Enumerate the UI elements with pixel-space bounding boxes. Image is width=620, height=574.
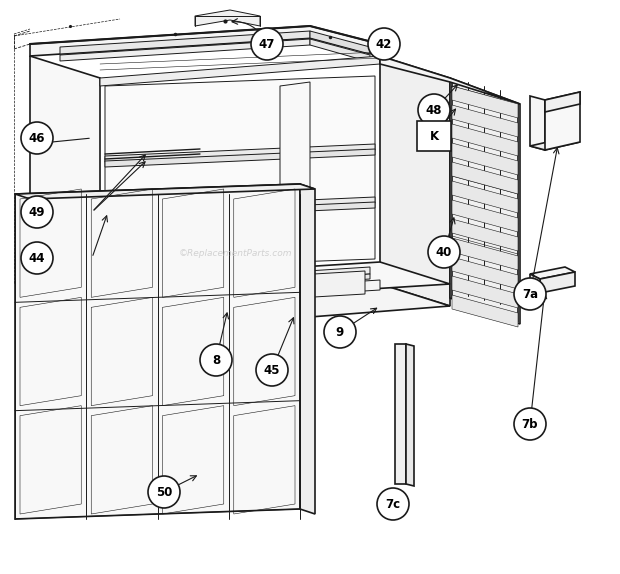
Polygon shape xyxy=(452,200,518,232)
Polygon shape xyxy=(530,138,580,150)
Text: 42: 42 xyxy=(376,37,392,51)
Text: 47: 47 xyxy=(259,37,275,51)
Polygon shape xyxy=(452,124,518,156)
Circle shape xyxy=(324,316,356,348)
Polygon shape xyxy=(452,181,518,213)
Text: 46: 46 xyxy=(29,131,45,145)
Polygon shape xyxy=(530,96,545,150)
Text: 7c: 7c xyxy=(386,498,401,510)
Text: 48: 48 xyxy=(426,103,442,117)
Polygon shape xyxy=(100,284,450,328)
Polygon shape xyxy=(452,295,518,327)
Polygon shape xyxy=(452,143,518,175)
Polygon shape xyxy=(105,197,375,215)
Polygon shape xyxy=(300,184,315,514)
Circle shape xyxy=(377,488,409,520)
Polygon shape xyxy=(452,276,518,308)
Circle shape xyxy=(256,354,288,386)
Polygon shape xyxy=(530,267,575,279)
FancyBboxPatch shape xyxy=(417,121,451,150)
Polygon shape xyxy=(105,76,375,269)
Polygon shape xyxy=(450,78,520,324)
Polygon shape xyxy=(15,184,315,199)
Polygon shape xyxy=(60,31,310,54)
Polygon shape xyxy=(40,267,370,295)
Text: 40: 40 xyxy=(436,246,452,258)
Circle shape xyxy=(21,122,53,154)
Polygon shape xyxy=(30,284,100,324)
Circle shape xyxy=(148,476,180,508)
Polygon shape xyxy=(60,39,310,61)
Circle shape xyxy=(200,344,232,376)
Text: 49: 49 xyxy=(29,205,45,219)
Polygon shape xyxy=(105,144,375,162)
Polygon shape xyxy=(452,238,518,270)
Circle shape xyxy=(368,28,400,60)
Polygon shape xyxy=(195,271,365,304)
Circle shape xyxy=(418,94,450,126)
Polygon shape xyxy=(30,262,450,306)
Polygon shape xyxy=(310,39,370,62)
Circle shape xyxy=(21,242,53,274)
Polygon shape xyxy=(310,31,370,54)
Polygon shape xyxy=(452,219,518,251)
Polygon shape xyxy=(280,82,310,306)
Polygon shape xyxy=(195,10,260,26)
Polygon shape xyxy=(105,202,375,220)
Polygon shape xyxy=(380,56,450,306)
Polygon shape xyxy=(30,280,380,312)
Text: 50: 50 xyxy=(156,486,172,498)
Text: K: K xyxy=(430,130,438,142)
Circle shape xyxy=(251,28,283,60)
Polygon shape xyxy=(220,303,240,312)
Polygon shape xyxy=(545,92,580,150)
Polygon shape xyxy=(540,272,575,293)
Text: 8: 8 xyxy=(212,354,220,367)
Polygon shape xyxy=(15,184,300,519)
Text: 9: 9 xyxy=(336,325,344,339)
Polygon shape xyxy=(30,56,100,306)
Polygon shape xyxy=(406,344,414,486)
Polygon shape xyxy=(452,105,518,137)
Polygon shape xyxy=(545,92,580,112)
Circle shape xyxy=(21,196,53,228)
Text: 44: 44 xyxy=(29,251,45,265)
Circle shape xyxy=(514,408,546,440)
Polygon shape xyxy=(100,56,380,86)
Text: 7b: 7b xyxy=(522,417,538,430)
Polygon shape xyxy=(452,257,518,289)
Text: 7a: 7a xyxy=(522,288,538,301)
Circle shape xyxy=(514,278,546,310)
Polygon shape xyxy=(395,344,406,484)
Text: ©ReplacementParts.com: ©ReplacementParts.com xyxy=(179,250,292,258)
Polygon shape xyxy=(42,281,190,313)
Circle shape xyxy=(428,236,460,268)
Polygon shape xyxy=(40,274,370,300)
Polygon shape xyxy=(452,162,518,194)
Polygon shape xyxy=(30,26,380,56)
Polygon shape xyxy=(530,274,540,293)
Polygon shape xyxy=(380,56,520,104)
Polygon shape xyxy=(452,86,518,118)
Polygon shape xyxy=(105,149,375,167)
Text: 45: 45 xyxy=(264,363,280,377)
